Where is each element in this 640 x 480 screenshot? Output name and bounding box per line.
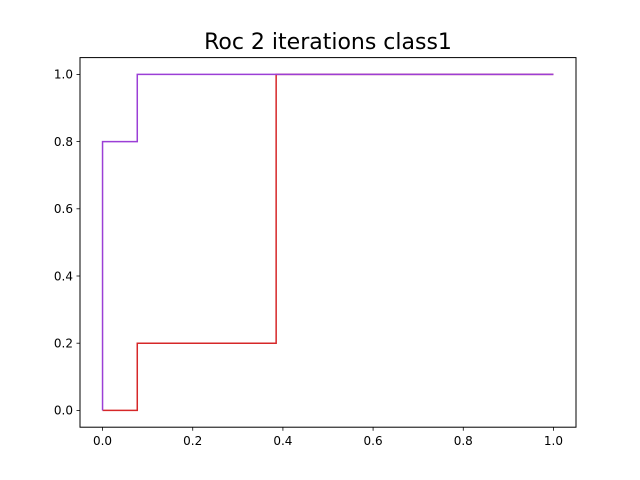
roc-curve-line-2 bbox=[101, 73, 554, 411]
x-tick-label: 0.2 bbox=[183, 434, 202, 448]
y-tick-label: 0.4 bbox=[54, 269, 73, 283]
y-tick-label: 0.0 bbox=[54, 404, 73, 418]
y-tick-label: 0.6 bbox=[54, 202, 73, 216]
x-tick-label: 0.4 bbox=[273, 434, 292, 448]
plot-frame bbox=[79, 57, 577, 428]
y-tick-label: 1.0 bbox=[54, 68, 73, 82]
x-tick-label: 1.0 bbox=[544, 434, 563, 448]
x-tick-label: 0.8 bbox=[454, 434, 473, 448]
chart-title: Roc 2 iterations class1 bbox=[204, 30, 452, 55]
x-tick-label: 0.6 bbox=[364, 434, 383, 448]
x-tick-label: 0.0 bbox=[93, 434, 112, 448]
roc-curve-line-1 bbox=[102, 73, 554, 412]
y-tick-label: 0.8 bbox=[54, 135, 73, 149]
y-tick-label: 0.2 bbox=[54, 337, 73, 351]
